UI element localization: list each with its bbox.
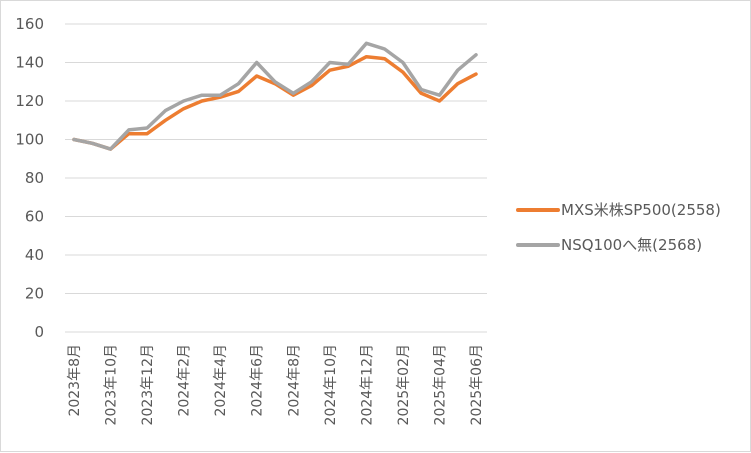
gridlines	[65, 23, 487, 333]
y-tick-label: 160	[15, 15, 44, 33]
x-tick-label: 2023年12月	[140, 344, 156, 425]
x-tick-label: 2025年06月	[469, 344, 485, 425]
y-tick-label: 100	[15, 131, 44, 149]
x-tick-label: 2024年10月	[323, 344, 339, 425]
legend-label-2: NSQ100へ無(2568)	[561, 236, 702, 254]
series-line-2	[72, 41, 478, 151]
y-tick-label: 120	[15, 92, 44, 110]
y-tick-label: 60	[25, 208, 44, 226]
x-axis-ticks: 2023年8月 2023年10月 2023年12月 2024年2月 2024年4月 202…	[67, 344, 485, 425]
y-tick-label: 20	[25, 285, 44, 303]
x-tick-label: 2024年12月	[359, 344, 375, 425]
x-tick-label: 2023年8月	[67, 344, 83, 417]
y-tick-label: 140	[15, 54, 44, 72]
y-tick-label: 80	[25, 169, 44, 187]
x-tick-label: 2024年6月	[250, 344, 266, 417]
y-tick-label: 0	[34, 323, 44, 341]
x-tick-label: 2025年04月	[432, 344, 448, 425]
series-line-1	[72, 54, 478, 151]
legend: MXS米株SP500(2558) NSQ100へ無(2568)	[516, 201, 721, 254]
legend-label-1: MXS米株SP500(2558)	[561, 201, 721, 219]
x-tick-label: 2024年8月	[286, 344, 302, 417]
x-tick-label: 2025年02月	[396, 344, 412, 425]
y-axis-ticks: 0 20 40 60 80 100 120 140 160	[15, 15, 44, 341]
x-tick-label: 2023年10月	[104, 344, 120, 425]
x-tick-label: 2024年2月	[177, 344, 193, 417]
series-lines	[72, 41, 478, 151]
y-tick-label: 40	[25, 246, 44, 264]
x-tick-label: 2024年4月	[213, 344, 229, 417]
